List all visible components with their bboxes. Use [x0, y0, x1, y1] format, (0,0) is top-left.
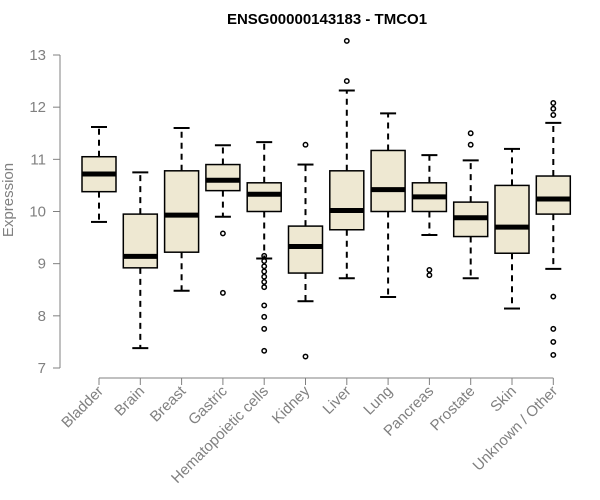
outlier-point	[261, 325, 268, 332]
y-tick-label: 8	[38, 308, 46, 325]
outlier-point	[550, 325, 557, 332]
outlier-point	[550, 105, 557, 112]
x-tick-label: Brain	[111, 383, 148, 420]
box-group	[246, 141, 282, 354]
outlier-point	[302, 141, 309, 148]
outlier-point	[550, 293, 557, 300]
outlier-point	[550, 352, 557, 358]
chart-title: ENSG00000143183 - TMCO1	[227, 11, 427, 28]
outlier-point	[550, 338, 557, 345]
box-iqr	[122, 213, 159, 269]
outlier-point	[219, 289, 226, 296]
y-tick-label: 11	[30, 151, 46, 168]
box-group	[163, 127, 200, 292]
x-tick-label: Bladder	[58, 383, 107, 432]
box-group	[287, 141, 324, 360]
outlier-point	[261, 273, 268, 280]
outlier-point	[550, 100, 557, 106]
y-tick-label: 7	[38, 360, 46, 377]
outlier-point	[550, 112, 557, 118]
y-tick-label: 12	[29, 99, 46, 116]
x-tick-label: Skin	[487, 383, 520, 416]
box-group	[122, 171, 159, 350]
outlier-point	[261, 258, 268, 265]
x-tick-label: Prostate	[427, 383, 479, 435]
box-group	[494, 147, 530, 310]
box-iqr	[494, 184, 530, 254]
box-group	[370, 112, 406, 299]
box-iqr	[205, 163, 241, 192]
box-group	[411, 154, 448, 279]
box-iqr	[370, 149, 406, 213]
box-iqr	[535, 175, 572, 215]
y-tick-label: 10	[29, 204, 46, 221]
outlier-point	[343, 78, 350, 85]
y-axis-label: Expression	[0, 163, 17, 237]
box-iqr	[246, 182, 282, 213]
box-iqr	[287, 225, 324, 274]
box-group	[452, 130, 489, 280]
y-tick-label: 13	[29, 47, 46, 64]
outlier-point	[261, 313, 268, 320]
outlier-point	[261, 284, 268, 291]
box-iqr	[163, 170, 200, 253]
outlier-point	[467, 141, 474, 148]
outlier-point	[467, 130, 474, 137]
outlier-point	[426, 266, 433, 273]
outlier-point	[261, 347, 268, 354]
box-group	[535, 100, 572, 358]
y-axis: 7 8 9 10 11 12 13	[29, 47, 61, 377]
box-group	[81, 125, 117, 223]
outlier-point	[219, 230, 226, 237]
outlier-point	[261, 278, 268, 285]
x-tick-label: Breast	[147, 382, 190, 425]
x-tick-label: Lung	[360, 383, 396, 419]
outlier-point	[426, 272, 433, 279]
outlier-point	[261, 302, 268, 309]
outlier-point	[261, 252, 268, 259]
box-group	[329, 37, 365, 280]
x-tick-label: Liver	[320, 383, 355, 418]
x-tick-label: Kidney	[269, 382, 314, 427]
y-tick-label: 9	[38, 256, 46, 273]
box-group	[205, 144, 241, 296]
box-iqr	[329, 170, 365, 231]
outlier-point	[302, 353, 309, 360]
outlier-point	[261, 268, 268, 275]
box-series	[81, 37, 572, 360]
outlier-point	[343, 37, 350, 44]
outlier-point	[261, 263, 268, 270]
